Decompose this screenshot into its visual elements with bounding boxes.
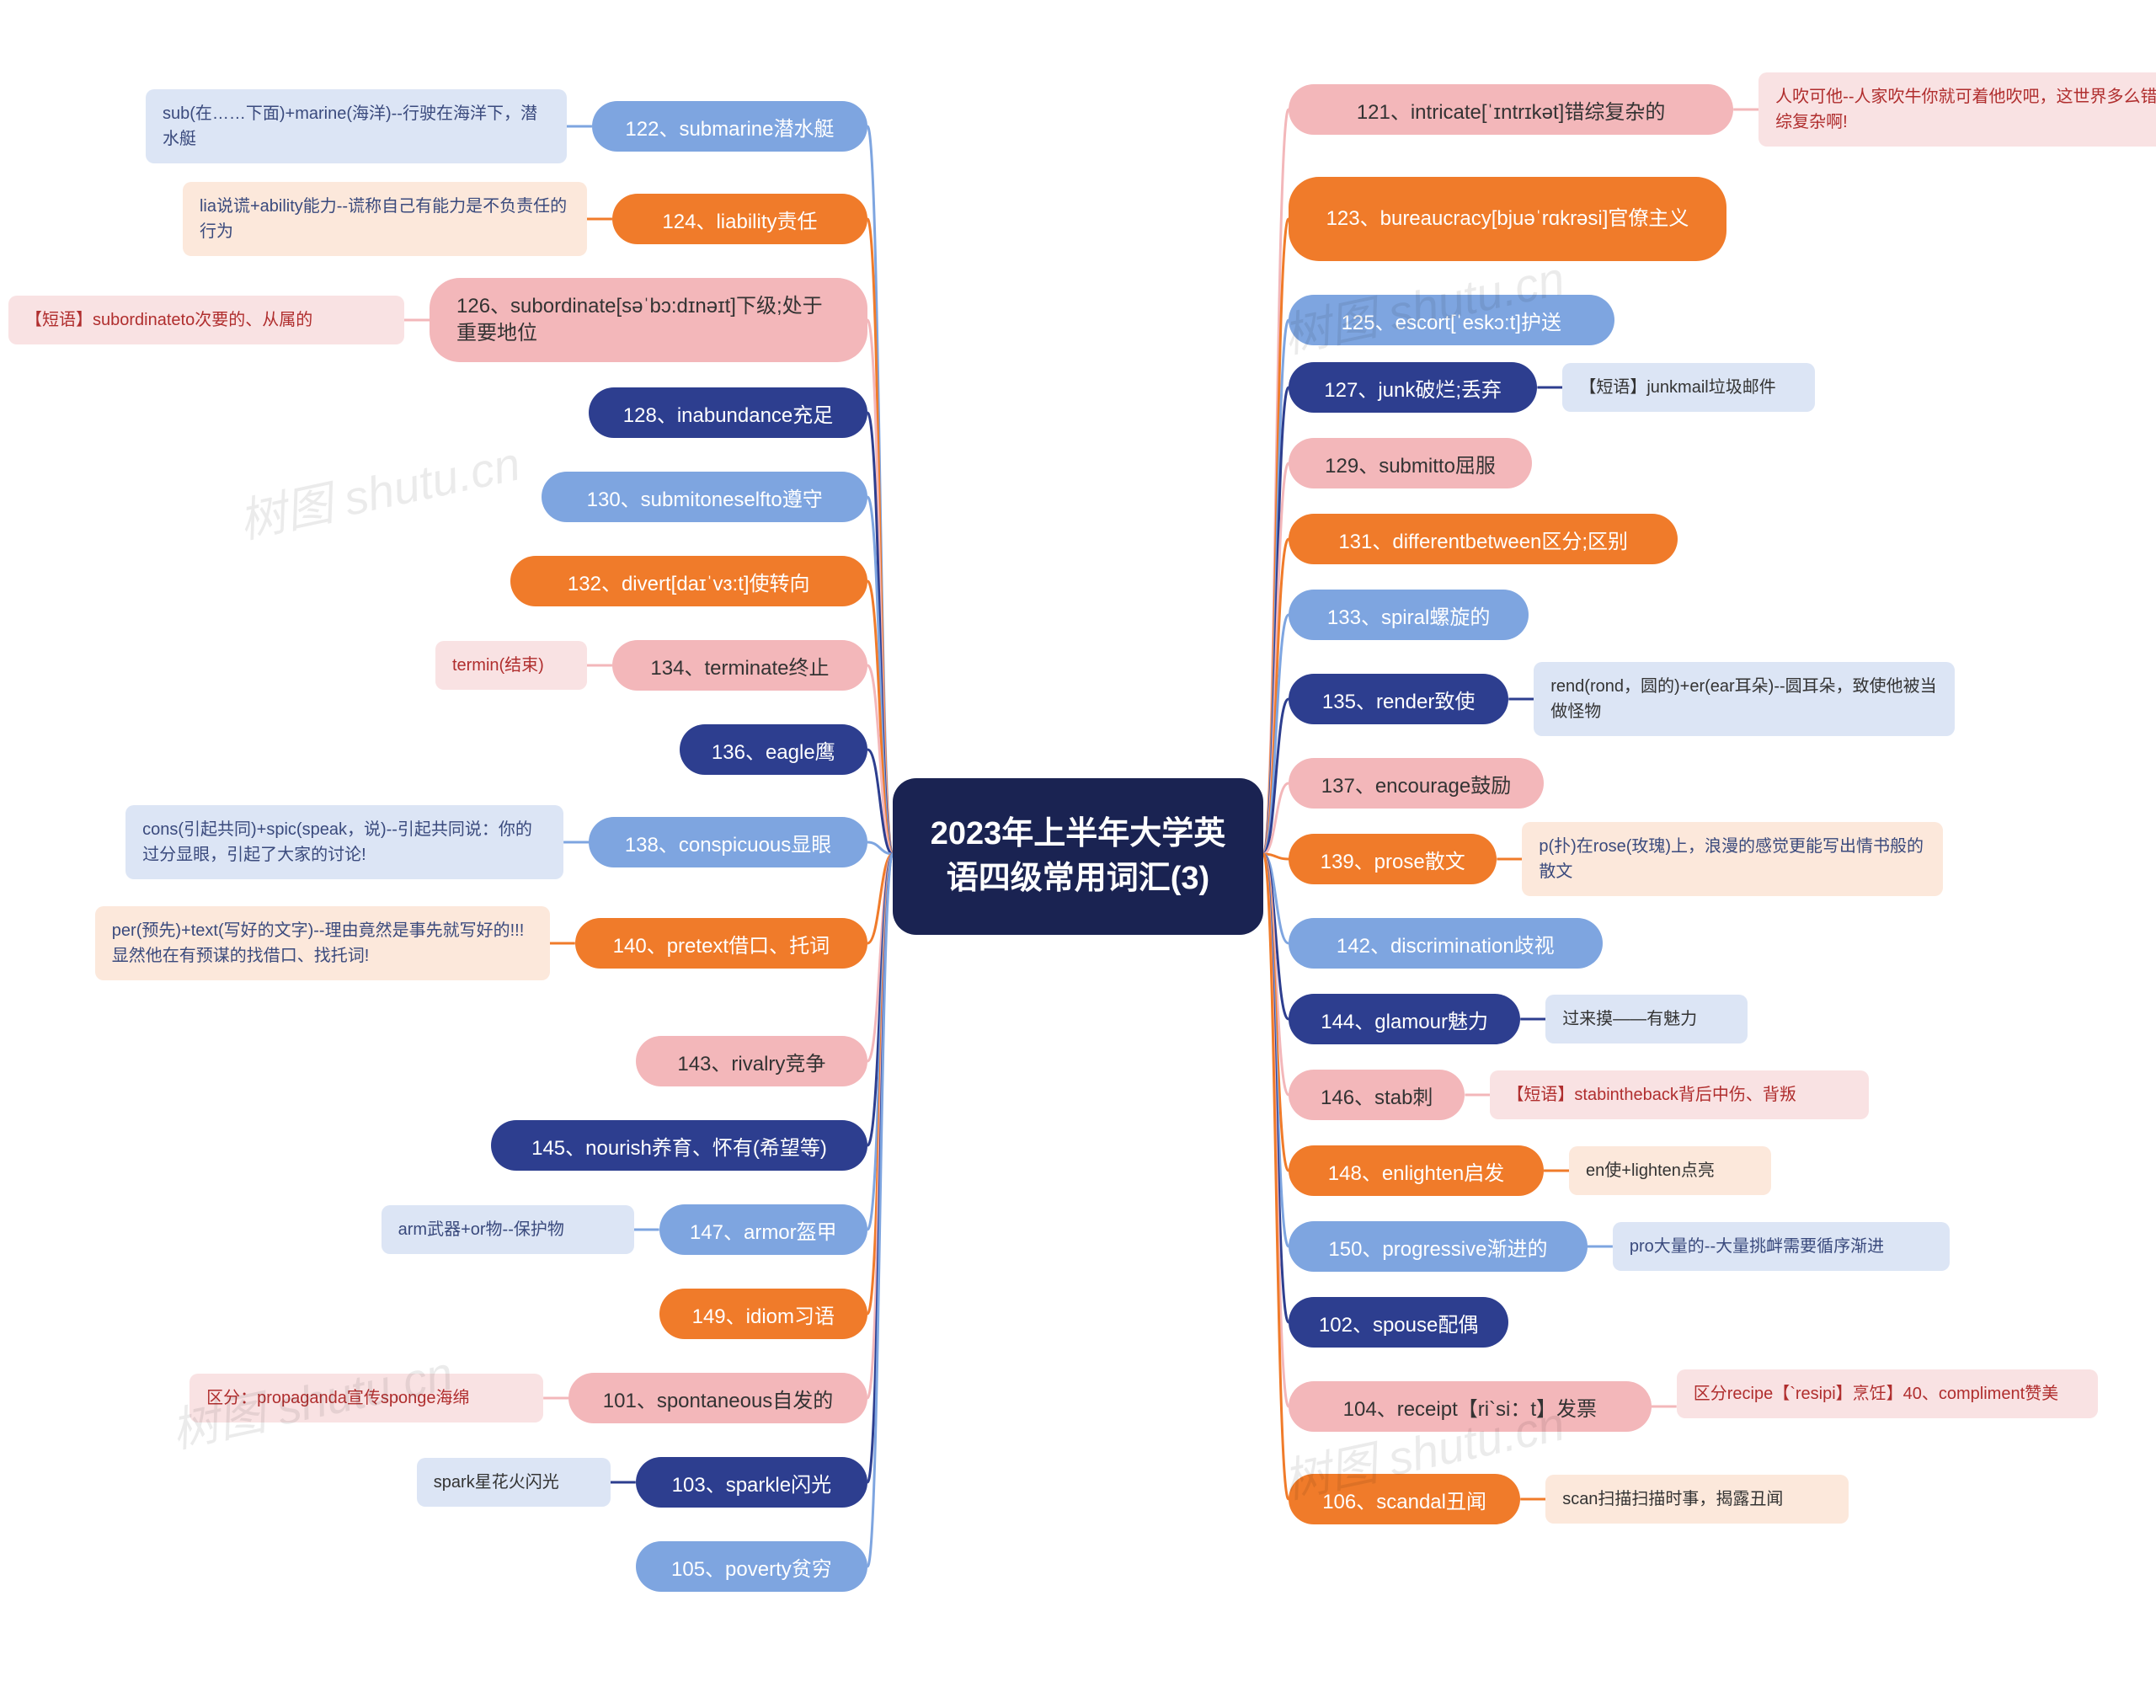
vocab-node[interactable]: 142、discrimination歧视: [1289, 918, 1603, 969]
vocab-node[interactable]: 143、rivalry竞争: [636, 1036, 867, 1086]
vocab-note: sub(在……下面)+marine(海洋)--行驶在海洋下，潜水艇: [146, 89, 567, 163]
vocab-note: 【短语】subordinateto次要的、从属的: [8, 296, 404, 344]
vocab-node[interactable]: 134、terminate终止: [612, 640, 867, 691]
vocab-node[interactable]: 148、enlighten启发: [1289, 1145, 1544, 1196]
vocab-node[interactable]: 126、subordinate[səˈbɔ:dɪnəɪt]下级;处于重要地位: [430, 278, 867, 362]
vocab-node[interactable]: 124、liability责任: [612, 194, 867, 244]
vocab-note: spark星花火闪光: [417, 1458, 611, 1507]
vocab-note: lia说谎+ability能力--谎称自己有能力是不负责任的行为: [183, 182, 587, 256]
vocab-node[interactable]: 138、conspicuous显眼: [589, 817, 867, 867]
vocab-note: scan扫描扫描时事，揭露丑闻: [1545, 1475, 1849, 1524]
vocab-node[interactable]: 139、prose散文: [1289, 834, 1497, 884]
vocab-node[interactable]: 121、intricate[ˈɪntrɪkət]错综复杂的: [1289, 84, 1733, 135]
vocab-node[interactable]: 122、submarine潜水艇: [592, 101, 867, 152]
vocab-node[interactable]: 137、encourage鼓励: [1289, 758, 1544, 809]
vocab-node[interactable]: 140、pretext借口、托词: [575, 918, 867, 969]
vocab-node[interactable]: 105、poverty贫穷: [636, 1541, 867, 1592]
vocab-note: arm武器+or物--保护物: [382, 1205, 634, 1254]
vocab-node[interactable]: 150、progressive渐进的: [1289, 1221, 1588, 1272]
vocab-node[interactable]: 147、armor盔甲: [659, 1204, 867, 1255]
watermark: 树图 shutu.cn: [232, 426, 526, 552]
vocab-node[interactable]: 133、spiral螺旋的: [1289, 590, 1529, 640]
vocab-node[interactable]: 130、submitoneselfto遵守: [542, 472, 867, 522]
vocab-node[interactable]: 145、nourish养育、怀有(希望等): [491, 1120, 867, 1171]
vocab-note: en使+lighten点亮: [1569, 1146, 1771, 1195]
vocab-node[interactable]: 123、bureaucracy[bjuəˈrɑkrəsi]官僚主义: [1289, 177, 1726, 261]
vocab-note: cons(引起共同)+spic(speak，说)--引起共同说：你的过分显眼，引…: [125, 805, 563, 879]
vocab-note: 过来摸——有魅力: [1545, 995, 1748, 1043]
vocab-note: termin(结束): [435, 641, 587, 690]
vocab-node[interactable]: 131、differentbetween区分;区别: [1289, 514, 1678, 564]
vocab-node[interactable]: 102、spouse配偶: [1289, 1297, 1508, 1348]
vocab-note: 人吹可他--人家吹牛你就可着他吹吧，这世界多么错综复杂啊!: [1758, 72, 2156, 147]
vocab-note: per(预先)+text(写好的文字)--理由竟然是事先就写好的!!!显然他在有…: [95, 906, 550, 980]
center-node[interactable]: 2023年上半年大学英语四级常用词汇(3): [893, 778, 1263, 935]
vocab-note: rend(rond，圆的)+er(ear耳朵)--圆耳朵，致使他被当做怪物: [1534, 662, 1955, 736]
vocab-node[interactable]: 103、sparkle闪光: [636, 1457, 867, 1508]
vocab-node[interactable]: 106、scandal丑闻: [1289, 1474, 1520, 1524]
vocab-node[interactable]: 104、receipt【ri`si：t】发票: [1289, 1381, 1652, 1432]
vocab-node[interactable]: 132、divert[daɪˈvɜ:t]使转向: [510, 556, 867, 606]
vocab-node[interactable]: 149、idiom习语: [659, 1289, 867, 1339]
vocab-note: 【短语】stabintheback背后中伤、背叛: [1490, 1070, 1869, 1119]
vocab-node[interactable]: 144、glamour魅力: [1289, 994, 1520, 1044]
vocab-node[interactable]: 135、render致使: [1289, 674, 1508, 724]
vocab-note: 区分：propaganda宣传sponge海绵: [189, 1374, 543, 1422]
vocab-note: p(扑)在rose(玫瑰)上，浪漫的感觉更能写出情书般的散文: [1522, 822, 1943, 896]
vocab-node[interactable]: 129、submitto屈服: [1289, 438, 1532, 488]
vocab-note: 【短语】junkmail垃圾邮件: [1562, 363, 1815, 412]
vocab-node[interactable]: 125、escort[ˈeskɔ:t]护送: [1289, 295, 1614, 345]
vocab-node[interactable]: 101、spontaneous自发的: [568, 1373, 867, 1423]
vocab-node[interactable]: 146、stab刺: [1289, 1070, 1465, 1120]
vocab-note: 区分recipe【`resipi】烹饪】40、compliment赞美: [1677, 1369, 2098, 1418]
vocab-node[interactable]: 127、junk破烂;丢弃: [1289, 362, 1537, 413]
vocab-node[interactable]: 128、inabundance充足: [589, 387, 867, 438]
vocab-note: pro大量的--大量挑衅需要循序渐进: [1613, 1222, 1950, 1271]
vocab-node[interactable]: 136、eagle鹰: [680, 724, 867, 775]
